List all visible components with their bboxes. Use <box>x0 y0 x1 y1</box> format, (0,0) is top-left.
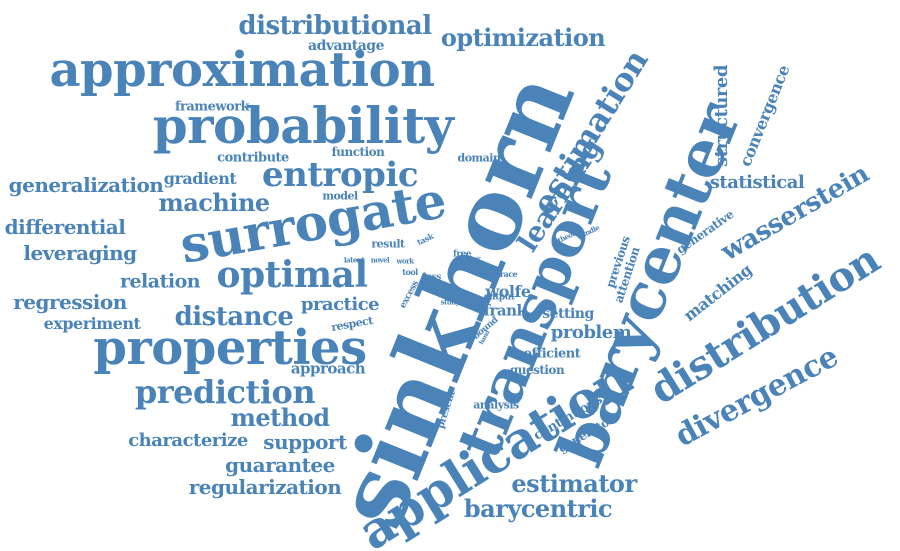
cloud-word-output: output <box>483 292 515 303</box>
cloud-word-relation: relation <box>119 270 201 293</box>
cloud-word-support: support <box>263 430 347 454</box>
cloud-word-analysis: analysis <box>473 398 519 412</box>
cloud-word-characterize: characterize <box>128 430 248 451</box>
cloud-word-rate: rate <box>462 295 474 302</box>
cloud-word-entropic: entropic <box>261 155 419 195</box>
cloud-word-contribute: contribute <box>217 150 289 166</box>
cloud-word-respect: respect <box>330 313 374 335</box>
cloud-word-domain: domain <box>457 151 501 165</box>
cloud-word-optimal: optimal <box>216 254 368 296</box>
cloud-word-convergence: convergence <box>735 62 794 170</box>
cloud-word-novel: novel <box>370 255 390 265</box>
cloud-word-tool: tool <box>402 267 418 277</box>
cloud-word-estimator: estimator <box>511 469 637 498</box>
cloud-word-experiment: experiment <box>43 314 141 333</box>
cloud-word-regression: regression <box>13 290 127 314</box>
cloud-word-probability: probability <box>152 96 454 155</box>
cloud-word-efficient: efficient <box>523 346 581 362</box>
cloud-word-guarantee: guarantee <box>225 453 335 477</box>
cloud-word-wolfe: wolfe <box>485 282 531 301</box>
cloud-word-differential: differential <box>4 215 126 239</box>
cloud-word-barycentric: barycentric <box>463 494 613 523</box>
cloud-word-trace: trace <box>496 269 518 279</box>
cloud-word-machine: machine <box>158 188 270 217</box>
cloud-word-frank: frank <box>483 301 527 320</box>
cloud-word-leveraging: leveraging <box>23 241 137 265</box>
cloud-word-structured: structured <box>711 65 732 167</box>
cloud-word-distance: distance <box>174 302 294 332</box>
cloud-word-framework: framework <box>174 99 250 115</box>
cloud-word-latent: latent <box>343 255 365 265</box>
cloud-word-practice: practice <box>300 294 380 315</box>
cloud-word-problem: problem <box>550 322 632 343</box>
cloud-word-setting: setting <box>542 306 594 322</box>
cloud-word-gradient: gradient <box>163 169 237 188</box>
cloud-word-loss: loss <box>423 272 441 283</box>
cloud-word-work: work <box>396 256 414 266</box>
cloud-word-approximation: approximation <box>49 42 435 98</box>
cloud-word-generalization: generalization <box>8 173 164 197</box>
cloud-word-result: result <box>371 237 405 251</box>
cloud-word-free: free <box>452 249 472 260</box>
cloud-word-properties: properties <box>93 320 367 376</box>
cloud-word-model: model <box>322 189 358 203</box>
cloud-word-optimization: optimization <box>440 23 606 52</box>
cloud-word-prediction: prediction <box>134 373 316 411</box>
cloud-word-question: question <box>509 363 565 377</box>
cloud-word-method: method <box>230 403 331 432</box>
cloud-word-regularization: regularization <box>188 475 342 499</box>
cloud-word-function: function <box>331 145 385 159</box>
cloud-word-advantage: advantage <box>308 38 384 54</box>
cloud-word-distributional: distributional <box>238 11 432 41</box>
cloud-word-approach: approach <box>290 359 366 378</box>
cloud-word-rank: rank <box>429 283 457 297</box>
cloud-word-study: study <box>440 297 460 307</box>
cloud-word-statistical: statistical <box>709 172 805 193</box>
